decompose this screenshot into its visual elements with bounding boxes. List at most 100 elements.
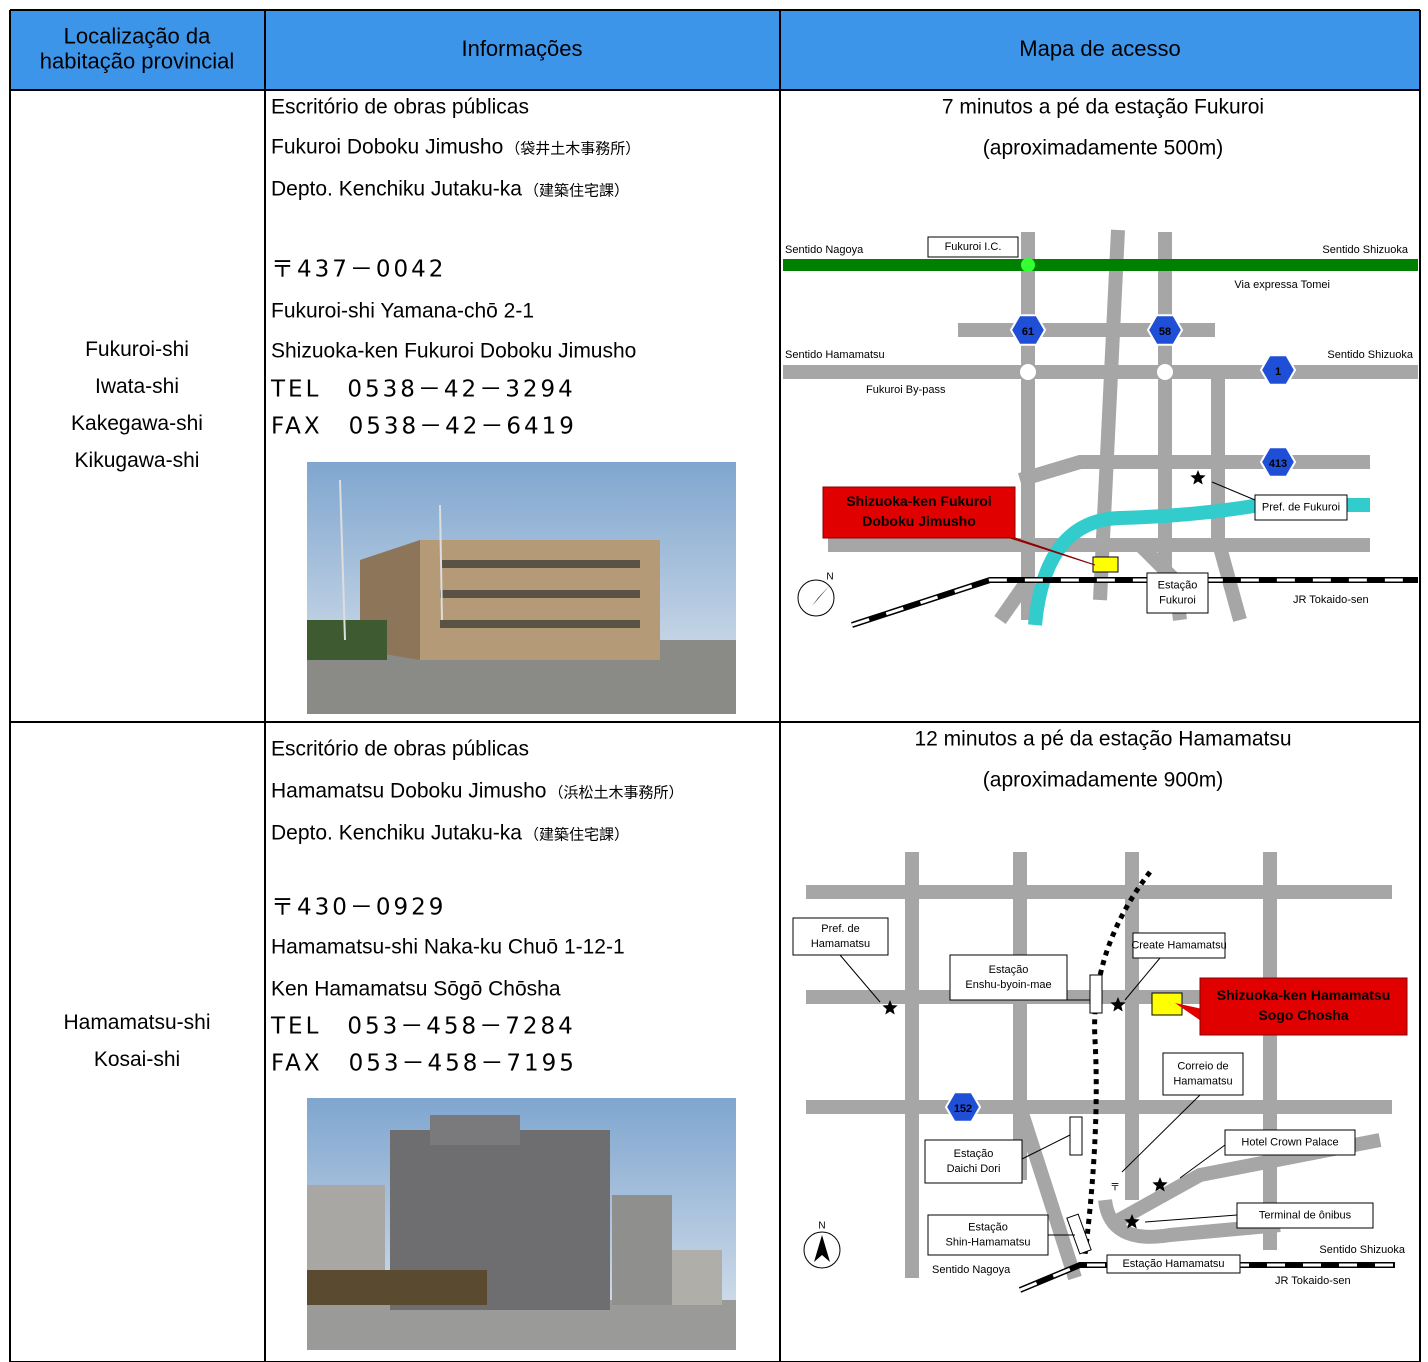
route-number: 152 (954, 1103, 972, 1115)
map-label: Fukuroi I.C. (945, 241, 1002, 253)
map-leader (1211, 481, 1256, 501)
map-label: Sentido Nagoya (932, 1264, 1011, 1276)
map-label-box (949, 954, 1068, 1001)
map-star (1152, 1177, 1168, 1192)
info-line: Fukuroi-shi Yamana-chō 2-1 (271, 300, 534, 323)
map-caption: 12 minutos a pé da estação Hamamatsu (914, 728, 1291, 751)
map-rail (1018, 1262, 1395, 1293)
map-river (1028, 498, 1370, 626)
map-label: Sentido Hamamatsu (785, 349, 885, 361)
map-label: Daichi Dori (947, 1163, 1001, 1175)
map-label-box (1254, 494, 1348, 521)
info-line: Hamamatsu-shi Naka-ku Chuō 1-12-1 (271, 936, 625, 959)
map-label-box (1236, 1202, 1374, 1229)
map-rail (851, 577, 1418, 628)
info-line: TEL 0538－42－3294 (270, 377, 576, 403)
map-label-box (1146, 572, 1209, 614)
location: Kosai-shi (94, 1048, 180, 1071)
map-label: Create Hamamatsu (1131, 939, 1226, 951)
map-label-box (924, 1139, 1023, 1184)
info-note: （建築住宅課） (524, 182, 629, 200)
map-caption: (aproximadamente 900m) (983, 769, 1223, 792)
map-label: Shizuoka-ken Hamamatsu (1217, 987, 1391, 1003)
map-label: Doboku Jimusho (862, 513, 976, 529)
map-label: Shizuoka-ken Fukuroi (846, 493, 991, 509)
header-cell: Mapa de acesso (1019, 36, 1180, 61)
info-line: 〒437－0042 (271, 257, 446, 283)
location: Kikugawa-shi (75, 449, 200, 472)
map-station (1066, 974, 1103, 1255)
route-number: 61 (1022, 326, 1034, 338)
map-label: Estação (968, 1221, 1008, 1233)
map-star (1110, 997, 1126, 1012)
route-badge (1259, 354, 1297, 386)
map-label: Estação (954, 1148, 994, 1160)
route-number: 1 (1275, 366, 1281, 378)
info-line: Shizuoka-ken Fukuroi Doboku Jimusho (271, 340, 636, 363)
info-line: Hamamatsu Doboku Jimusho (271, 780, 546, 803)
location: Hamamatsu-shi (63, 1011, 210, 1034)
info-note: （袋井土木事務所） (505, 140, 640, 158)
location: Fukuroi-shi (85, 338, 189, 361)
map-label: 〒 (1110, 1183, 1120, 1194)
route-badge (1146, 314, 1184, 346)
info-line: Depto. Kenchiku Jutaku-ka (271, 178, 522, 201)
map-node (1157, 364, 1173, 380)
map-label-box (792, 917, 889, 956)
header-bg (10, 10, 1420, 90)
header-cell: Localização da (64, 23, 212, 48)
map-label: Pref. de Fukuroi (1262, 501, 1340, 513)
map-label: Terminal de ônibus (1259, 1209, 1352, 1221)
compass-needle (814, 1235, 830, 1262)
map-target (1092, 556, 1119, 573)
photo (307, 1098, 736, 1350)
info-line: FAX 053－458－7195 (271, 1051, 577, 1077)
map-pointer (1175, 1003, 1207, 1025)
map-label: Hamamatsu (1173, 1075, 1232, 1087)
map-label: Estação (989, 964, 1029, 976)
map-label: Pref. de (821, 923, 860, 935)
map-target (1151, 992, 1183, 1016)
map-ic (1021, 258, 1035, 272)
header-cell: habitação provincial (40, 48, 234, 73)
map-star (1190, 470, 1206, 485)
map-label: N (826, 572, 833, 583)
map-label: Hamamatsu (811, 938, 870, 950)
map-label-box (927, 236, 1019, 258)
map-label: Hotel Crown Palace (1241, 1136, 1338, 1148)
map-subway (1082, 870, 1152, 1256)
table-grid (9, 9, 1421, 1362)
map-label-box (927, 1214, 1049, 1256)
info-line: Fukuroi Doboku Jimusho (271, 136, 503, 159)
route-badge (1259, 446, 1297, 478)
route-badge (1009, 314, 1047, 346)
route-number: 58 (1159, 326, 1171, 338)
map-label: N (818, 1221, 825, 1232)
map-caption: (aproximadamente 500m) (983, 137, 1223, 160)
info-line: TEL 053－458－7284 (270, 1014, 576, 1040)
info-line: 〒430－0929 (271, 895, 446, 921)
map-callout (1199, 977, 1408, 1036)
map-label: Fukuroi (1159, 594, 1196, 606)
map-label: Correio de (1177, 1060, 1228, 1072)
map-label: Enshu-byoin-mae (965, 979, 1051, 991)
location: Kakegawa-shi (71, 412, 203, 435)
map-label: Via expressa Tomei (1234, 279, 1330, 291)
info-line: Ken Hamamatsu Sōgō Chōsha (271, 978, 561, 1001)
photo (307, 462, 736, 714)
map-star (882, 1000, 898, 1015)
map-label: JR Tokaido-sen (1275, 1275, 1351, 1287)
info-line: Escritório de obras públicas (271, 96, 529, 119)
map-label: Sentido Shizuoka (1322, 244, 1408, 256)
compass (797, 579, 835, 617)
map-label: Sogo Chosha (1258, 1007, 1348, 1023)
map-label: Estação Hamamatsu (1122, 1258, 1224, 1270)
map-label-box (1162, 1052, 1244, 1096)
map-leader (839, 954, 1238, 1236)
map-label: Fukuroi By-pass (866, 384, 946, 396)
map-callout (822, 486, 1016, 539)
map-label: Shin-Hamamatsu (946, 1236, 1031, 1248)
route-number: 413 (1269, 458, 1287, 470)
info-note: （浜松土木事務所） (548, 784, 683, 802)
